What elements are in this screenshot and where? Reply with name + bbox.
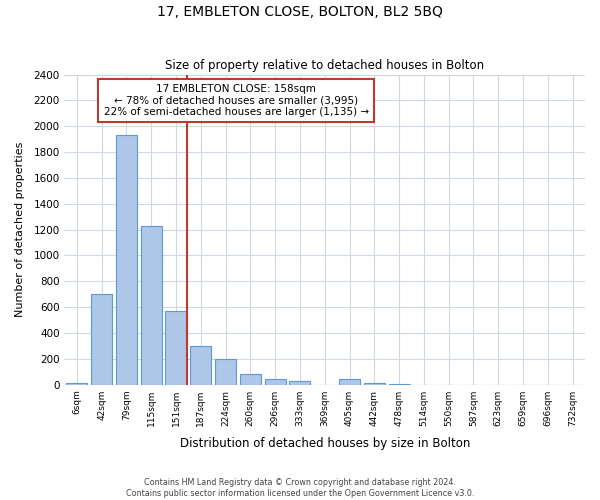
Bar <box>339 380 360 384</box>
Bar <box>140 226 162 384</box>
Bar <box>91 294 112 384</box>
Text: Contains HM Land Registry data © Crown copyright and database right 2024.
Contai: Contains HM Land Registry data © Crown c… <box>126 478 474 498</box>
Text: 17 EMBLETON CLOSE: 158sqm
← 78% of detached houses are smaller (3,995)
22% of se: 17 EMBLETON CLOSE: 158sqm ← 78% of detac… <box>104 84 369 117</box>
Bar <box>364 382 385 384</box>
Text: 17, EMBLETON CLOSE, BOLTON, BL2 5BQ: 17, EMBLETON CLOSE, BOLTON, BL2 5BQ <box>157 5 443 19</box>
Bar <box>190 346 211 385</box>
Bar <box>116 136 137 384</box>
Bar <box>240 374 261 384</box>
Bar <box>289 381 310 384</box>
Y-axis label: Number of detached properties: Number of detached properties <box>15 142 25 318</box>
Title: Size of property relative to detached houses in Bolton: Size of property relative to detached ho… <box>165 59 484 72</box>
X-axis label: Distribution of detached houses by size in Bolton: Distribution of detached houses by size … <box>179 437 470 450</box>
Bar <box>166 311 187 384</box>
Bar <box>67 382 88 384</box>
Bar <box>215 359 236 384</box>
Bar <box>265 379 286 384</box>
